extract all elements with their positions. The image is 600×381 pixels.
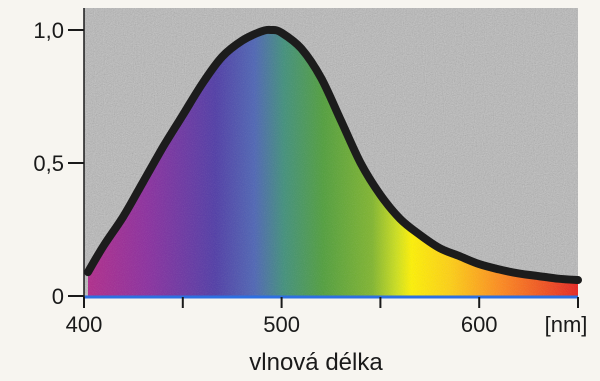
- y-tick-label: 0: [52, 284, 64, 309]
- y-axis-ticks: 0 0,5 1,0: [33, 18, 84, 309]
- x-axis-title: vlnová délka: [249, 349, 383, 376]
- y-tick-label: 0,5: [33, 151, 64, 176]
- x-tick-label: 600: [461, 312, 498, 337]
- sensitivity-curve: [84, 25, 582, 284]
- y-tick-label: 1,0: [33, 18, 64, 43]
- x-axis-ticks: 400 500 600: [66, 297, 579, 337]
- x-tick-label: 500: [263, 312, 300, 337]
- x-tick-label: 400: [66, 312, 103, 337]
- x-axis-unit-label: [nm]: [545, 312, 588, 337]
